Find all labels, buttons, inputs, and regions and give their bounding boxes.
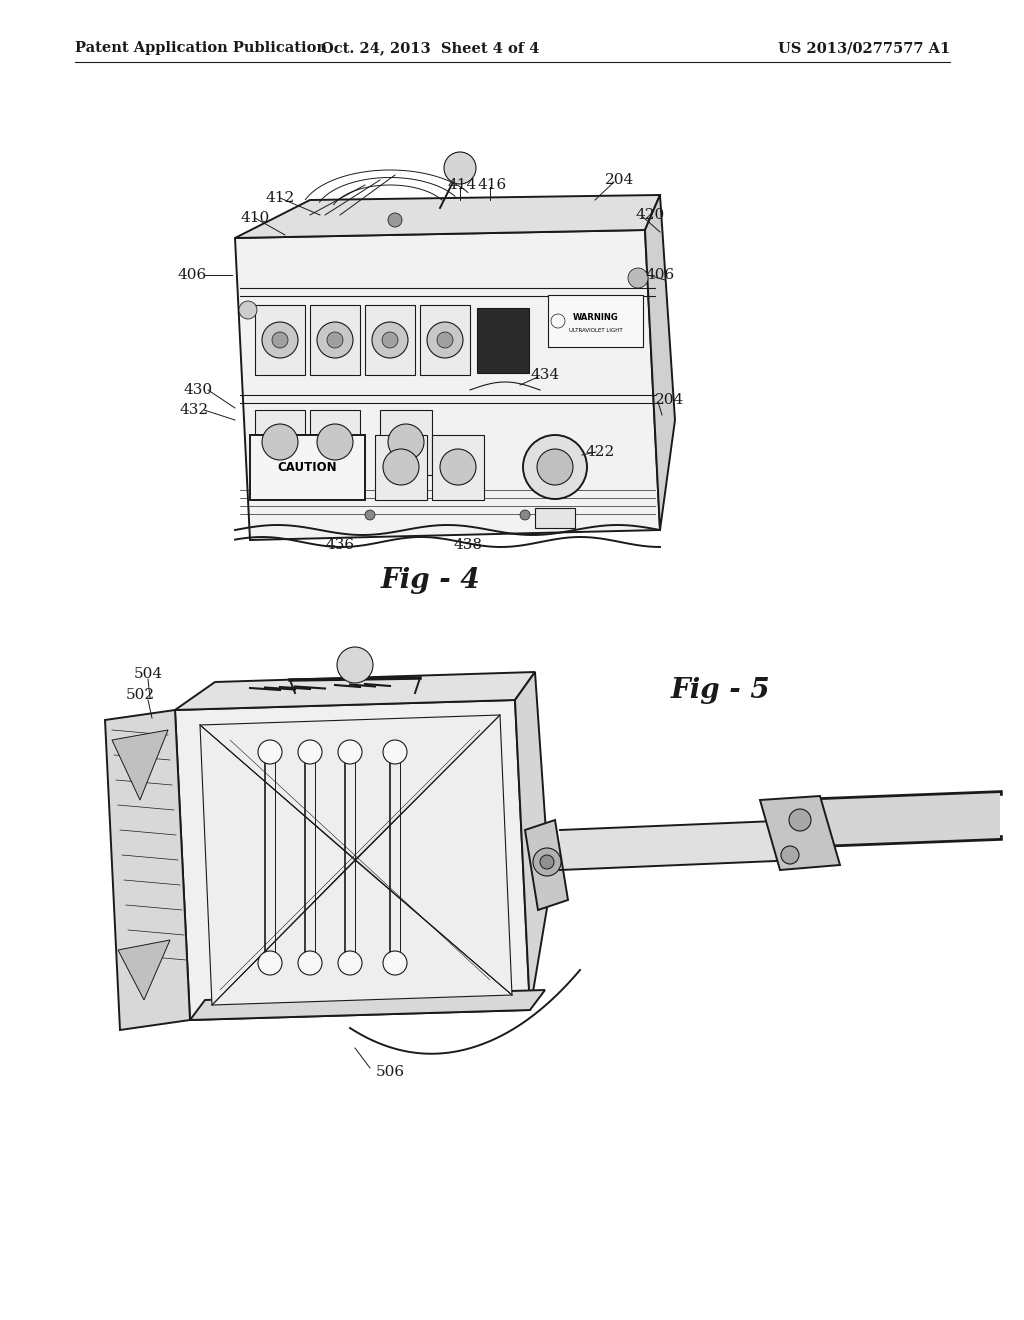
- Circle shape: [338, 950, 362, 975]
- Polygon shape: [365, 305, 415, 375]
- Text: 406: 406: [645, 268, 675, 282]
- Circle shape: [551, 314, 565, 327]
- Text: ULTRAVIOLET LIGHT: ULTRAVIOLET LIGHT: [568, 329, 623, 334]
- Text: 416: 416: [477, 178, 507, 191]
- Polygon shape: [560, 820, 800, 870]
- Polygon shape: [105, 710, 190, 1030]
- Polygon shape: [645, 195, 675, 531]
- Circle shape: [427, 322, 463, 358]
- Polygon shape: [175, 700, 530, 1020]
- Polygon shape: [515, 672, 550, 1010]
- Text: Fig - 5: Fig - 5: [670, 676, 770, 704]
- Polygon shape: [525, 820, 568, 909]
- Text: 434: 434: [530, 368, 559, 381]
- Polygon shape: [310, 411, 360, 475]
- Circle shape: [272, 333, 288, 348]
- Circle shape: [383, 741, 407, 764]
- Circle shape: [262, 322, 298, 358]
- Circle shape: [383, 950, 407, 975]
- Polygon shape: [420, 305, 470, 375]
- Text: 436: 436: [326, 539, 354, 552]
- Polygon shape: [432, 436, 484, 500]
- Circle shape: [781, 846, 799, 865]
- Circle shape: [337, 647, 373, 682]
- Text: Patent Application Publication: Patent Application Publication: [75, 41, 327, 55]
- Circle shape: [790, 809, 811, 832]
- Polygon shape: [118, 940, 170, 1001]
- Circle shape: [534, 847, 561, 876]
- Polygon shape: [380, 411, 432, 475]
- Circle shape: [388, 213, 402, 227]
- Text: 204: 204: [655, 393, 685, 407]
- Circle shape: [440, 449, 476, 484]
- Circle shape: [258, 741, 282, 764]
- Polygon shape: [234, 195, 660, 238]
- Circle shape: [365, 510, 375, 520]
- Polygon shape: [255, 305, 305, 375]
- Polygon shape: [310, 305, 360, 375]
- Polygon shape: [250, 436, 365, 500]
- Text: 504: 504: [133, 667, 163, 681]
- Circle shape: [523, 436, 587, 499]
- Circle shape: [298, 741, 322, 764]
- Polygon shape: [760, 796, 840, 870]
- Polygon shape: [112, 730, 168, 800]
- Polygon shape: [175, 672, 535, 710]
- Circle shape: [239, 301, 257, 319]
- Circle shape: [628, 268, 648, 288]
- Text: 420: 420: [635, 209, 665, 222]
- Circle shape: [327, 333, 343, 348]
- Polygon shape: [234, 230, 660, 540]
- Polygon shape: [375, 436, 427, 500]
- Text: US 2013/0277577 A1: US 2013/0277577 A1: [778, 41, 950, 55]
- Polygon shape: [200, 715, 512, 1005]
- Circle shape: [317, 424, 353, 459]
- Text: CAUTION: CAUTION: [278, 461, 337, 474]
- Text: WARNING: WARNING: [572, 313, 618, 322]
- Polygon shape: [535, 508, 575, 528]
- Text: Fig - 4: Fig - 4: [380, 566, 480, 594]
- Text: 430: 430: [183, 383, 213, 397]
- Circle shape: [388, 424, 424, 459]
- Polygon shape: [190, 990, 545, 1020]
- Polygon shape: [477, 308, 529, 374]
- Circle shape: [338, 741, 362, 764]
- Text: 432: 432: [179, 403, 209, 417]
- Circle shape: [537, 449, 573, 484]
- Text: 406: 406: [177, 268, 207, 282]
- Text: 204: 204: [605, 173, 635, 187]
- Circle shape: [437, 333, 453, 348]
- Circle shape: [444, 152, 476, 183]
- Text: 410: 410: [241, 211, 269, 224]
- Polygon shape: [255, 411, 305, 475]
- Circle shape: [262, 424, 298, 459]
- Text: 422: 422: [586, 445, 614, 459]
- Circle shape: [520, 510, 530, 520]
- Circle shape: [372, 322, 408, 358]
- Text: 506: 506: [376, 1065, 404, 1078]
- Text: Oct. 24, 2013  Sheet 4 of 4: Oct. 24, 2013 Sheet 4 of 4: [321, 41, 540, 55]
- Text: 412: 412: [265, 191, 295, 205]
- Text: 414: 414: [447, 178, 476, 191]
- Circle shape: [258, 950, 282, 975]
- Circle shape: [382, 333, 398, 348]
- Circle shape: [298, 950, 322, 975]
- Circle shape: [540, 855, 554, 869]
- Circle shape: [317, 322, 353, 358]
- Text: 438: 438: [454, 539, 482, 552]
- Polygon shape: [820, 793, 1000, 845]
- Circle shape: [383, 449, 419, 484]
- Text: 502: 502: [125, 688, 155, 702]
- Polygon shape: [548, 294, 643, 347]
